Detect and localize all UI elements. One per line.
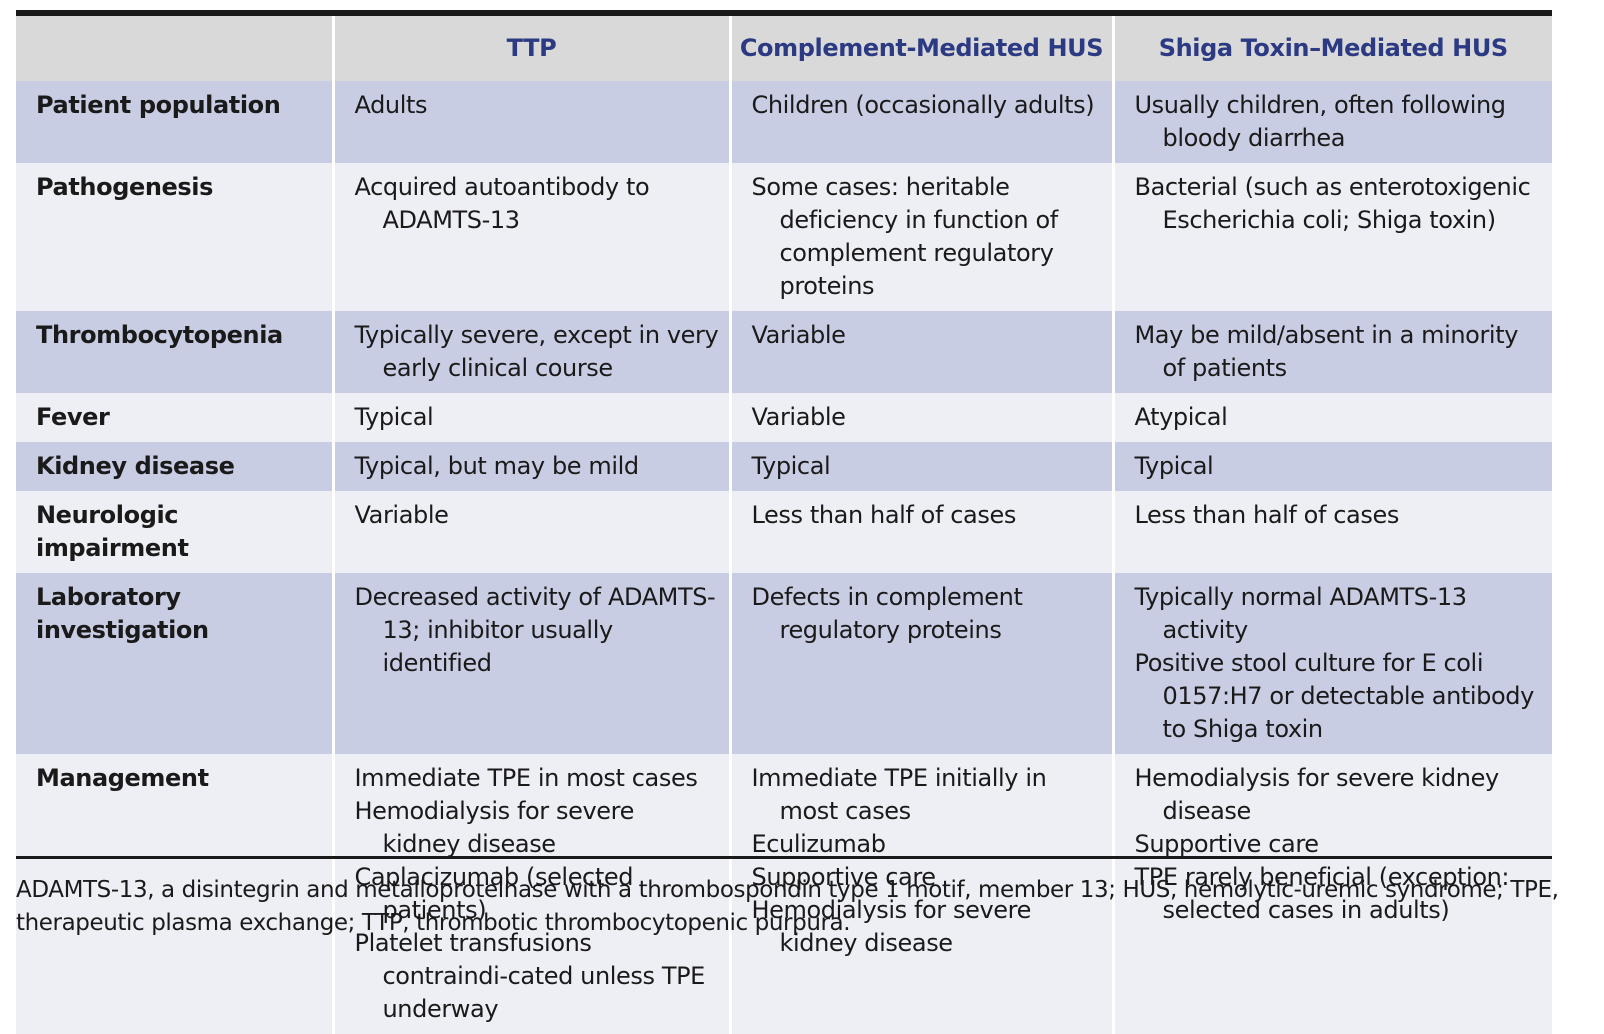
cell-ttp: Adults — [331, 81, 730, 163]
cell-line: Typical — [751, 452, 831, 480]
cell-ttp: Decreased activity of ADAMTS-13; inhibit… — [331, 573, 730, 754]
cell-line: Typically normal ADAMTS-13 activity — [1134, 583, 1468, 644]
cell-line: Variable — [354, 501, 449, 529]
cell-line: Typically severe, except in very early c… — [354, 321, 719, 382]
cell-ttp: Typically severe, except in very early c… — [331, 311, 730, 393]
table-row: Patient population Adults Children (occa… — [16, 81, 1552, 163]
cell-line: Acquired autoantibody to ADAMTS-13 — [354, 173, 650, 234]
row-label: Fever — [16, 393, 333, 442]
cell-shiga-hus: Typical — [1111, 442, 1552, 491]
row-label: Neurologic impairment — [16, 491, 333, 573]
header-corner — [16, 16, 333, 81]
cell-shiga-hus: Usually children, often following bloody… — [1111, 81, 1552, 163]
cell-complement-hus: Variable — [728, 311, 1113, 393]
cell-complement-hus: Children (occasionally adults) — [728, 81, 1113, 163]
cell-shiga-hus: Bacterial (such as enterotoxigenic Esche… — [1111, 163, 1552, 311]
cell-line: Supportive care — [751, 863, 937, 891]
cell-line: Bacterial (such as enterotoxigenic Esche… — [1134, 173, 1531, 234]
cell-complement-hus: Some cases: heritable deficiency in func… — [728, 163, 1113, 311]
row-label: Pathogenesis — [16, 163, 333, 311]
table-header-row: TTP Complement-Mediated HUS Shiga Toxin–… — [16, 16, 1552, 81]
table-row: Kidney disease Typical, but may be mild … — [16, 442, 1552, 491]
row-label: Laboratory investigation — [16, 573, 333, 754]
cell-line: Positive stool culture for E coli 0157:H… — [1134, 649, 1535, 743]
table-row: Neurologic impairment Variable Less than… — [16, 491, 1552, 573]
cell-line: Typical — [354, 403, 434, 431]
cell-line: TPE rarely beneficial (exception: select… — [1134, 863, 1510, 924]
cell-ttp: Acquired autoantibody to ADAMTS-13 — [331, 163, 730, 311]
cell-line: Caplacizumab (selected patients) — [354, 863, 634, 924]
cell-line: Some cases: heritable deficiency in func… — [751, 173, 1059, 300]
cell-line: Eculizumab — [751, 830, 886, 858]
cell-complement-hus: Less than half of cases — [728, 491, 1113, 573]
cell-line: Platelet transfusions contraindi-cated u… — [354, 929, 706, 1023]
cell-line: Usually children, often following bloody… — [1134, 91, 1507, 152]
header-complement-hus: Complement-Mediated HUS — [728, 16, 1113, 81]
cell-line: Hemodialysis for severe kidney disease — [1134, 764, 1500, 825]
table-footnote: ADAMTS-13, a disintegrin and metalloprot… — [16, 877, 1559, 936]
cell-line: Immediate TPE in most cases — [354, 764, 698, 792]
header-shiga-hus: Shiga Toxin–Mediated HUS — [1111, 16, 1552, 81]
cell-line: Typical — [1134, 452, 1214, 480]
cell-shiga-hus: May be mild/absent in a minority of pati… — [1111, 311, 1552, 393]
cell-line: Variable — [751, 321, 846, 349]
row-label: Patient population — [16, 81, 333, 163]
cell-shiga-hus: Atypical — [1111, 393, 1552, 442]
table-row: Fever Typical Variable Atypical — [16, 393, 1552, 442]
cell-line: Children (occasionally adults) — [751, 91, 1095, 119]
cell-line: Variable — [751, 403, 846, 431]
table-row: Laboratory investigation Decreased activ… — [16, 573, 1552, 754]
cell-line: Atypical — [1134, 403, 1228, 431]
cell-ttp: Variable — [331, 491, 730, 573]
cell-complement-hus: Typical — [728, 442, 1113, 491]
cell-line: Supportive care — [1134, 830, 1320, 858]
cell-line: Adults — [354, 91, 428, 119]
cell-line: May be mild/absent in a minority of pati… — [1134, 321, 1519, 382]
cell-line: Defects in complement regulatory protein… — [751, 583, 1023, 644]
cell-ttp: Typical — [331, 393, 730, 442]
row-label: Thrombocytopenia — [16, 311, 333, 393]
cell-line: Less than half of cases — [1134, 501, 1400, 529]
cell-line: Decreased activity of ADAMTS-13; inhibit… — [354, 583, 716, 677]
header-ttp: TTP — [331, 16, 730, 81]
cell-shiga-hus: Typically normal ADAMTS-13 activity Posi… — [1111, 573, 1552, 754]
table-row: Pathogenesis Acquired autoantibody to AD… — [16, 163, 1552, 311]
cell-shiga-hus: Less than half of cases — [1111, 491, 1552, 573]
cell-complement-hus: Defects in complement regulatory protein… — [728, 573, 1113, 754]
row-label: Kidney disease — [16, 442, 333, 491]
cell-line: Less than half of cases — [751, 501, 1017, 529]
cell-complement-hus: Variable — [728, 393, 1113, 442]
cell-line: Typical, but may be mild — [354, 452, 640, 480]
table-row: Thrombocytopenia Typically severe, excep… — [16, 311, 1552, 393]
cell-line: Hemodialysis for severe kidney disease — [354, 797, 635, 858]
cell-line: Immediate TPE initially in most cases — [751, 764, 1047, 825]
cell-ttp: Typical, but may be mild — [331, 442, 730, 491]
cell-line: Hemodialysis for severe kidney disease — [751, 896, 1032, 957]
table-bottom-rule — [16, 856, 1552, 859]
